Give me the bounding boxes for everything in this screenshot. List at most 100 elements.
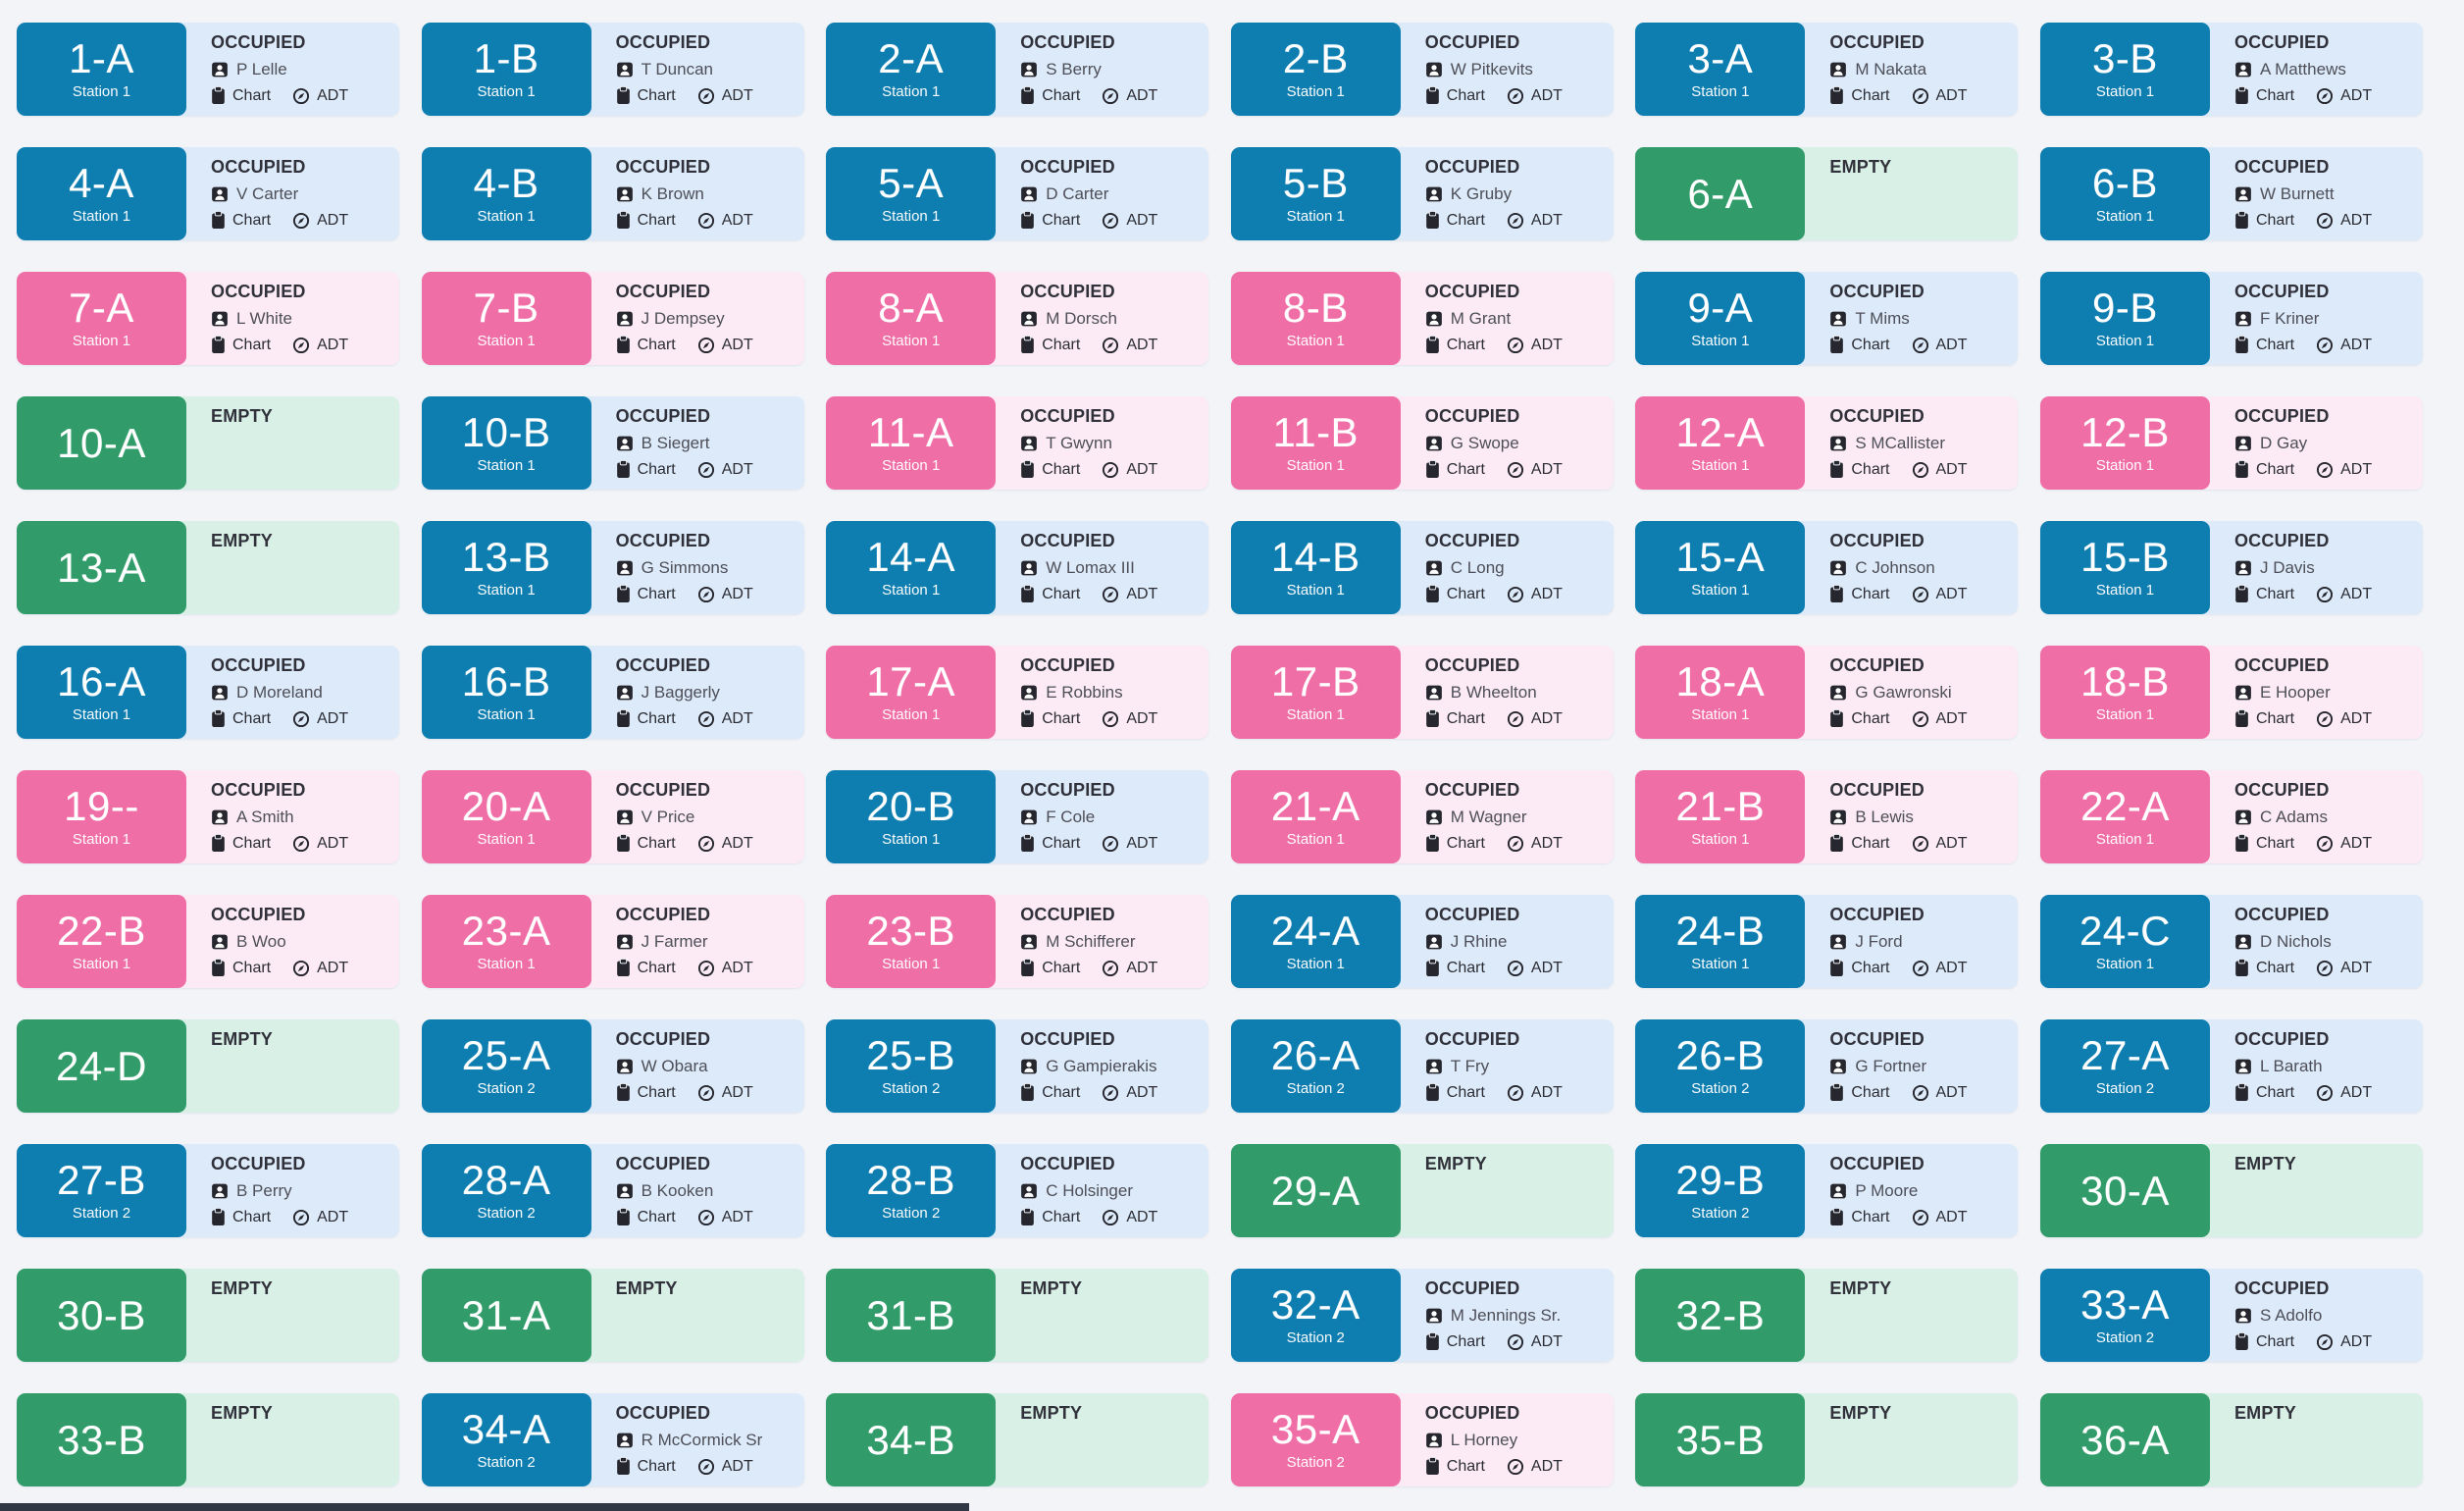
chart-link[interactable]: Chart bbox=[1020, 1208, 1080, 1226]
bed-tile[interactable]: 22-A Station 1 OCCUPIED C Adams bbox=[2039, 770, 2423, 863]
bed-tile[interactable]: 3-B Station 1 OCCUPIED A Matthews bbox=[2039, 23, 2423, 116]
adt-link[interactable]: ADT bbox=[1912, 835, 1968, 853]
bed-tile[interactable]: 16-A Station 1 OCCUPIED D Moreland bbox=[17, 646, 399, 739]
bed-tile[interactable]: 18-B Station 1 OCCUPIED E Hooper bbox=[2039, 646, 2423, 739]
adt-link[interactable]: ADT bbox=[697, 87, 753, 105]
chart-link[interactable]: Chart bbox=[211, 709, 271, 728]
bed-tile[interactable]: 14-A Station 1 OCCUPIED W Lomax III bbox=[826, 521, 1209, 614]
adt-link[interactable]: ADT bbox=[292, 337, 348, 354]
chart-link[interactable]: Chart bbox=[1425, 709, 1485, 728]
chart-link[interactable]: Chart bbox=[2234, 1332, 2294, 1351]
adt-link[interactable]: ADT bbox=[2316, 1333, 2372, 1351]
bed-tile[interactable]: 20-B Station 1 OCCUPIED F Cole bbox=[826, 770, 1209, 863]
chart-link[interactable]: Chart bbox=[1020, 1083, 1080, 1102]
bed-tile[interactable]: 24-C Station 1 OCCUPIED D Nichols bbox=[2039, 895, 2423, 988]
bed-tile[interactable]: 9-B Station 1 OCCUPIED F Kriner bbox=[2039, 272, 2423, 365]
adt-link[interactable]: ADT bbox=[1102, 337, 1157, 354]
bed-tile[interactable]: 1-B Station 1 OCCUPIED T Duncan bbox=[421, 23, 804, 116]
chart-link[interactable]: Chart bbox=[616, 460, 676, 479]
adt-link[interactable]: ADT bbox=[697, 1084, 753, 1102]
adt-link[interactable]: ADT bbox=[1102, 586, 1157, 603]
chart-link[interactable]: Chart bbox=[2234, 1083, 2294, 1102]
chart-link[interactable]: Chart bbox=[616, 959, 676, 977]
chart-link[interactable]: Chart bbox=[2234, 460, 2294, 479]
chart-link[interactable]: Chart bbox=[1829, 336, 1890, 354]
adt-link[interactable]: ADT bbox=[1912, 1084, 1968, 1102]
bed-tile[interactable]: 36-A EMPTY bbox=[2039, 1393, 2423, 1486]
bed-tile[interactable]: 10-A EMPTY bbox=[17, 396, 399, 490]
bed-tile[interactable]: 24-D EMPTY bbox=[17, 1019, 399, 1113]
adt-link[interactable]: ADT bbox=[292, 710, 348, 728]
adt-link[interactable]: ADT bbox=[1912, 586, 1968, 603]
adt-link[interactable]: ADT bbox=[1507, 1458, 1563, 1476]
bed-tile[interactable]: 4-B Station 1 OCCUPIED K Brown bbox=[421, 147, 804, 240]
bed-tile[interactable]: 25-A Station 2 OCCUPIED W Obara bbox=[421, 1019, 804, 1113]
chart-link[interactable]: Chart bbox=[1020, 460, 1080, 479]
chart-link[interactable]: Chart bbox=[616, 1208, 676, 1226]
chart-link[interactable]: Chart bbox=[1020, 709, 1080, 728]
adt-link[interactable]: ADT bbox=[1507, 710, 1563, 728]
chart-link[interactable]: Chart bbox=[616, 336, 676, 354]
adt-link[interactable]: ADT bbox=[697, 212, 753, 230]
bed-tile[interactable]: 34-A Station 2 OCCUPIED R McCormick Sr bbox=[421, 1393, 804, 1486]
bed-tile[interactable]: 15-B Station 1 OCCUPIED J Davis bbox=[2039, 521, 2423, 614]
chart-link[interactable]: Chart bbox=[616, 585, 676, 603]
adt-link[interactable]: ADT bbox=[1507, 461, 1563, 479]
adt-link[interactable]: ADT bbox=[1912, 1209, 1968, 1226]
bed-tile[interactable]: 28-B Station 2 OCCUPIED C Holsinger bbox=[826, 1144, 1209, 1237]
adt-link[interactable]: ADT bbox=[2316, 212, 2372, 230]
chart-link[interactable]: Chart bbox=[2234, 959, 2294, 977]
adt-link[interactable]: ADT bbox=[1912, 461, 1968, 479]
adt-link[interactable]: ADT bbox=[1912, 337, 1968, 354]
bed-tile[interactable]: 19-- Station 1 OCCUPIED A Smith bbox=[17, 770, 399, 863]
chart-link[interactable]: Chart bbox=[1425, 211, 1485, 230]
bed-tile[interactable]: 33-B EMPTY bbox=[17, 1393, 399, 1486]
chart-link[interactable]: Chart bbox=[1425, 959, 1485, 977]
chart-link[interactable]: Chart bbox=[211, 86, 271, 105]
chart-link[interactable]: Chart bbox=[2234, 834, 2294, 853]
chart-link[interactable]: Chart bbox=[616, 1457, 676, 1476]
bed-tile[interactable]: 31-B EMPTY bbox=[826, 1269, 1209, 1362]
adt-link[interactable]: ADT bbox=[1102, 960, 1157, 977]
chart-link[interactable]: Chart bbox=[211, 1208, 271, 1226]
adt-link[interactable]: ADT bbox=[1102, 87, 1157, 105]
chart-link[interactable]: Chart bbox=[1425, 585, 1485, 603]
adt-link[interactable]: ADT bbox=[2316, 586, 2372, 603]
chart-link[interactable]: Chart bbox=[2234, 709, 2294, 728]
adt-link[interactable]: ADT bbox=[1102, 710, 1157, 728]
bed-tile[interactable]: 2-B Station 1 OCCUPIED W Pitkevits bbox=[1230, 23, 1614, 116]
bed-tile[interactable]: 29-B Station 2 OCCUPIED P Moore bbox=[1635, 1144, 2019, 1237]
bed-tile[interactable]: 17-A Station 1 OCCUPIED E Robbins bbox=[826, 646, 1209, 739]
adt-link[interactable]: ADT bbox=[2316, 1084, 2372, 1102]
bed-tile[interactable]: 35-A Station 2 OCCUPIED L Horney bbox=[1230, 1393, 1614, 1486]
chart-link[interactable]: Chart bbox=[1829, 460, 1890, 479]
adt-link[interactable]: ADT bbox=[1507, 1333, 1563, 1351]
bed-tile[interactable]: 5-B Station 1 OCCUPIED K Gruby bbox=[1230, 147, 1614, 240]
chart-link[interactable]: Chart bbox=[616, 709, 676, 728]
adt-link[interactable]: ADT bbox=[697, 960, 753, 977]
adt-link[interactable]: ADT bbox=[1507, 1084, 1563, 1102]
bed-tile[interactable]: 32-A Station 2 OCCUPIED M Jennings Sr. bbox=[1230, 1269, 1614, 1362]
adt-link[interactable]: ADT bbox=[1102, 1084, 1157, 1102]
adt-link[interactable]: ADT bbox=[697, 1458, 753, 1476]
chart-link[interactable]: Chart bbox=[1020, 86, 1080, 105]
chart-link[interactable]: Chart bbox=[1020, 211, 1080, 230]
bed-tile[interactable]: 7-A Station 1 OCCUPIED L White bbox=[17, 272, 399, 365]
chart-link[interactable]: Chart bbox=[1829, 86, 1890, 105]
adt-link[interactable]: ADT bbox=[1507, 835, 1563, 853]
bed-tile[interactable]: 21-B Station 1 OCCUPIED B Lewis bbox=[1635, 770, 2019, 863]
bed-tile[interactable]: 26-B Station 2 OCCUPIED G Fortner bbox=[1635, 1019, 2019, 1113]
bed-tile[interactable]: 1-A Station 1 OCCUPIED P Lelle bbox=[17, 23, 399, 116]
chart-link[interactable]: Chart bbox=[616, 1083, 676, 1102]
bed-tile[interactable]: 29-A EMPTY bbox=[1230, 1144, 1614, 1237]
bed-tile[interactable]: 34-B EMPTY bbox=[826, 1393, 1209, 1486]
bed-tile[interactable]: 20-A Station 1 OCCUPIED V Price bbox=[421, 770, 804, 863]
chart-link[interactable]: Chart bbox=[2234, 336, 2294, 354]
chart-link[interactable]: Chart bbox=[1829, 585, 1890, 603]
chart-link[interactable]: Chart bbox=[1020, 834, 1080, 853]
bed-tile[interactable]: 12-B Station 1 OCCUPIED D Gay bbox=[2039, 396, 2423, 490]
chart-link[interactable]: Chart bbox=[616, 834, 676, 853]
bed-tile[interactable]: 17-B Station 1 OCCUPIED B Wheelton bbox=[1230, 646, 1614, 739]
adt-link[interactable]: ADT bbox=[697, 710, 753, 728]
adt-link[interactable]: ADT bbox=[1912, 960, 1968, 977]
